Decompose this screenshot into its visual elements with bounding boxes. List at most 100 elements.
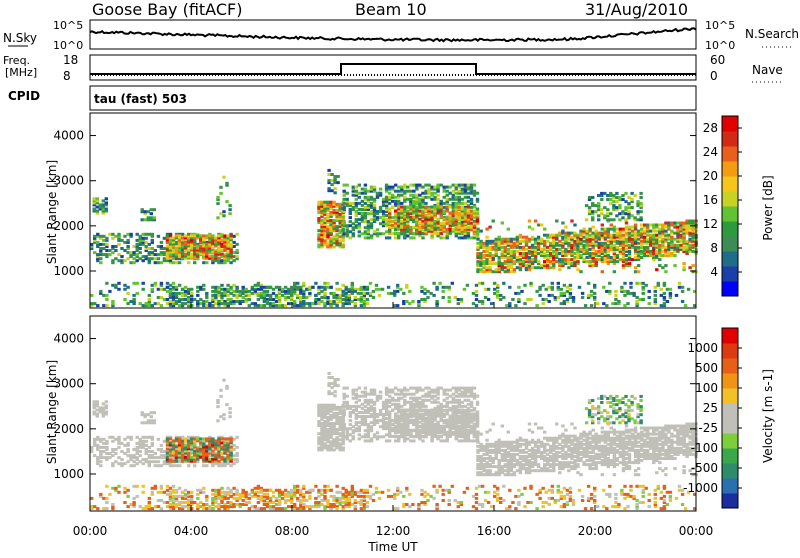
heatmap-cell bbox=[403, 399, 406, 402]
y-tick-label: 4000 bbox=[53, 129, 84, 143]
heatmap-cell bbox=[364, 202, 367, 205]
heatmap-cell bbox=[632, 292, 635, 295]
heatmap-cell bbox=[607, 240, 610, 243]
heatmap-cell bbox=[473, 210, 476, 213]
heatmap-cell bbox=[145, 448, 148, 451]
heatmap-cell bbox=[120, 450, 123, 453]
heatmap-cell bbox=[361, 192, 364, 195]
heatmap-cell bbox=[658, 258, 661, 261]
heatmap-cell bbox=[429, 292, 432, 295]
heatmap-cell bbox=[542, 302, 545, 305]
heatmap-cell bbox=[449, 395, 452, 398]
heatmap-cell bbox=[433, 395, 436, 398]
heatmap-cell bbox=[430, 186, 433, 189]
heatmap-cell bbox=[628, 226, 631, 229]
heatmap-cell bbox=[99, 450, 102, 453]
heatmap-cell bbox=[314, 298, 317, 301]
heatmap-cell bbox=[366, 292, 369, 295]
heatmap-cell bbox=[658, 228, 661, 231]
heatmap-cell bbox=[601, 232, 604, 235]
heatmap-cell bbox=[169, 437, 172, 440]
heatmap-cell bbox=[582, 236, 585, 239]
heatmap-cell bbox=[394, 200, 397, 203]
heatmap-cell bbox=[317, 446, 320, 449]
heatmap-cell bbox=[627, 210, 630, 213]
heatmap-cell bbox=[443, 218, 446, 221]
heatmap-cell bbox=[403, 226, 406, 229]
heatmap-cell bbox=[400, 202, 403, 205]
heatmap-cell bbox=[481, 300, 484, 303]
heatmap-cell bbox=[217, 294, 220, 297]
heatmap-cell bbox=[634, 270, 637, 273]
heatmap-cell bbox=[120, 259, 123, 262]
heatmap-cell bbox=[228, 204, 231, 207]
heatmap-cell bbox=[640, 256, 643, 259]
heatmap-cell bbox=[591, 210, 594, 213]
heatmap-cell bbox=[394, 393, 397, 396]
heatmap-cell bbox=[260, 292, 263, 295]
heatmap-cell bbox=[126, 302, 129, 305]
heatmap-cell bbox=[687, 288, 690, 291]
heatmap-cell bbox=[358, 433, 361, 436]
heatmap-cell bbox=[160, 304, 163, 307]
heatmap-cell bbox=[317, 243, 320, 246]
heatmap-cell bbox=[569, 288, 572, 291]
heatmap-cell bbox=[343, 405, 346, 408]
heatmap-cell bbox=[420, 286, 423, 289]
heatmap-cell bbox=[370, 399, 373, 402]
heatmap-cell bbox=[320, 286, 323, 289]
heatmap-cell bbox=[545, 288, 548, 291]
heatmap-cell bbox=[184, 241, 187, 244]
heatmap-cell bbox=[591, 196, 594, 199]
heatmap-cell bbox=[507, 248, 510, 251]
heatmap-cell bbox=[352, 202, 355, 205]
heatmap-cell bbox=[548, 300, 551, 303]
heatmap-cell bbox=[361, 415, 364, 418]
heatmap-cell bbox=[358, 421, 361, 424]
heatmap-cell bbox=[502, 296, 505, 299]
heatmap-cell bbox=[208, 437, 211, 440]
heatmap-cell bbox=[467, 196, 470, 199]
heatmap-cell bbox=[624, 200, 627, 203]
heatmap-cell bbox=[281, 294, 284, 297]
heatmap-cell bbox=[473, 220, 476, 223]
heatmap-cell bbox=[445, 286, 448, 289]
heatmap-cell bbox=[466, 284, 469, 287]
heatmap-cell bbox=[305, 302, 308, 305]
heatmap-cell bbox=[409, 439, 412, 442]
heatmap-cell bbox=[327, 376, 330, 379]
heatmap-cell bbox=[421, 232, 424, 235]
heatmap-cell bbox=[473, 206, 476, 209]
heatmap-cell bbox=[211, 255, 214, 258]
heatmap-cell bbox=[561, 258, 564, 261]
heatmap-cell bbox=[679, 234, 682, 237]
heatmap-cell bbox=[355, 389, 358, 392]
heatmap-cell bbox=[323, 286, 326, 289]
heatmap-cell bbox=[526, 298, 529, 301]
heatmap-cell bbox=[379, 419, 382, 422]
heatmap-cell bbox=[332, 296, 335, 299]
heatmap-cell bbox=[342, 302, 345, 305]
heatmap-cell bbox=[139, 257, 142, 260]
colorbar-swatch bbox=[722, 176, 738, 192]
heatmap-cell bbox=[123, 452, 126, 455]
heatmap-cell bbox=[409, 216, 412, 219]
heatmap-cell bbox=[169, 290, 172, 293]
heatmap-cell bbox=[535, 304, 538, 307]
heatmap-cell bbox=[367, 212, 370, 215]
heatmap-cell bbox=[293, 286, 296, 289]
heatmap-cell bbox=[269, 286, 272, 289]
heatmap-cell bbox=[635, 282, 638, 285]
heatmap-cell bbox=[492, 270, 495, 273]
heatmap-cell bbox=[364, 236, 367, 239]
heatmap-cell bbox=[467, 226, 470, 229]
heatmap-cell bbox=[660, 304, 663, 307]
heatmap-cell bbox=[105, 456, 108, 459]
heatmap-cell bbox=[427, 196, 430, 199]
heatmap-cell bbox=[370, 425, 373, 428]
heatmap-cell bbox=[406, 401, 409, 404]
heatmap-cell bbox=[360, 286, 363, 289]
heatmap-cell bbox=[226, 302, 229, 305]
heatmap-cell bbox=[379, 425, 382, 428]
heatmap-cell bbox=[263, 290, 266, 293]
